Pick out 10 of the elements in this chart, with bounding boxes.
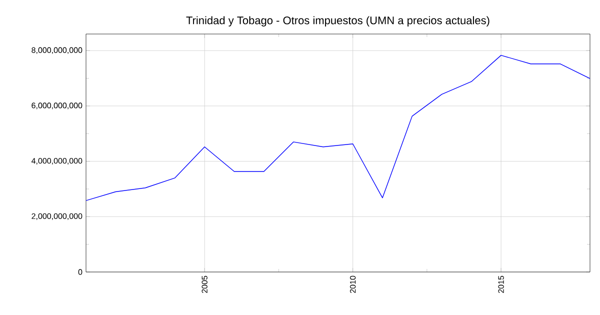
chart-title: Trinidad y Tobago - Otros impuestos (UMN a precios actuales) [186,16,490,26]
line-series [86,54,590,201]
x-tick-label: 2005 [202,276,208,293]
x-tick-label: 2010 [350,276,356,293]
y-tick-label: 2,000,000,000 [32,213,82,220]
y-tick-label: 0 [78,269,82,275]
y-tick-label: 6,000,000,000 [32,102,82,110]
y-tick-label: 8,000,000,000 [32,47,82,54]
y-tick-label: 4,000,000,000 [32,158,82,165]
x-tick-label: 2015 [498,276,504,293]
